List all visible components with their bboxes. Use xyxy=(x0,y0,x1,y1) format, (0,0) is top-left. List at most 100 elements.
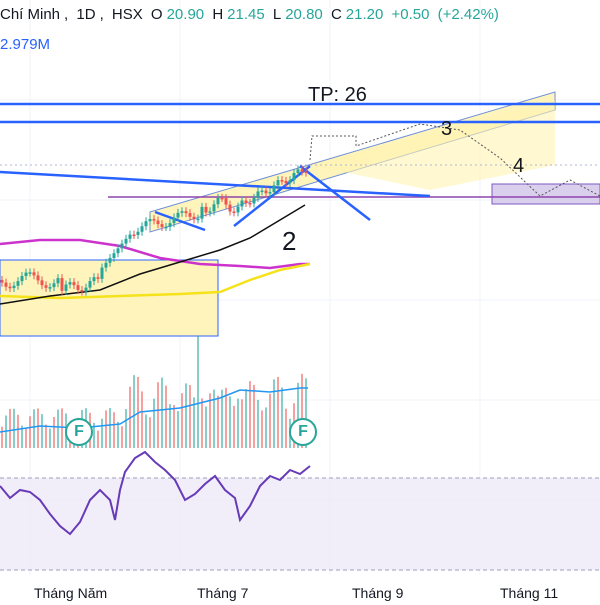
volume-bar xyxy=(229,396,231,448)
candle xyxy=(28,272,32,274)
candle xyxy=(92,277,96,282)
candle xyxy=(88,281,92,288)
candle xyxy=(24,272,28,276)
volume-bar xyxy=(145,414,147,448)
wave-label-3[interactable]: 3 xyxy=(441,118,453,140)
high-value: 21.45 xyxy=(227,6,265,23)
volume-bar xyxy=(25,427,27,448)
open-label: O xyxy=(150,6,163,23)
volume-bar xyxy=(209,393,211,448)
volume-bar xyxy=(201,398,203,448)
volume-bar xyxy=(249,381,251,448)
volume-bar xyxy=(181,393,183,448)
low-value: 20.80 xyxy=(285,6,323,23)
volume-bar xyxy=(217,395,219,448)
support-zone xyxy=(491,183,600,205)
volume-bar xyxy=(109,408,111,448)
candle xyxy=(160,224,164,227)
volume-bar xyxy=(273,379,275,448)
candle xyxy=(240,200,244,207)
volume-bar xyxy=(153,398,155,448)
trendline xyxy=(0,170,431,198)
volume-bar xyxy=(97,430,99,448)
candle xyxy=(84,287,88,292)
candle xyxy=(280,180,284,182)
candle xyxy=(264,190,268,194)
volume-bar xyxy=(173,405,175,448)
wave-label-4[interactable]: 4 xyxy=(513,155,525,177)
candle xyxy=(40,280,44,286)
candle xyxy=(64,284,68,291)
volume-bar xyxy=(185,383,187,448)
volume-bar xyxy=(121,426,123,448)
candle xyxy=(44,285,48,288)
volume-bar xyxy=(133,375,135,448)
wave-label-2[interactable]: 2 xyxy=(282,226,297,256)
tp-label[interactable]: TP: 26 xyxy=(308,84,367,106)
candle xyxy=(144,221,148,227)
volume-bar xyxy=(245,389,247,448)
volume-bar xyxy=(37,408,39,448)
volume-bar xyxy=(197,335,199,448)
volume-bar xyxy=(169,404,171,448)
low-label: L xyxy=(272,6,282,23)
candle xyxy=(16,281,20,286)
volume-bar xyxy=(117,421,119,448)
candle xyxy=(188,213,192,217)
candle xyxy=(156,220,160,225)
candle xyxy=(176,212,180,218)
candle xyxy=(56,278,60,284)
candle xyxy=(112,253,116,258)
financial-event-badge[interactable]: F xyxy=(65,418,93,446)
volume-bar xyxy=(33,409,35,448)
candle xyxy=(216,197,220,205)
candle xyxy=(268,192,272,194)
candle xyxy=(124,238,128,244)
candle xyxy=(252,197,256,204)
rsi-line xyxy=(0,450,311,536)
candle xyxy=(288,180,292,184)
candle xyxy=(60,278,64,291)
volume-bar xyxy=(189,385,191,448)
candle xyxy=(164,226,168,229)
candle xyxy=(8,286,12,289)
candle xyxy=(4,282,8,287)
volume-bar xyxy=(281,387,283,448)
volume-bar xyxy=(141,391,143,448)
candle xyxy=(300,169,304,172)
candle xyxy=(20,275,24,282)
candle xyxy=(284,180,288,184)
candle xyxy=(192,216,196,220)
volume-bar xyxy=(149,417,151,448)
candle xyxy=(148,219,152,222)
candle xyxy=(128,234,132,239)
volume-bar xyxy=(265,407,267,448)
candle xyxy=(76,285,80,291)
candle xyxy=(256,191,260,198)
exchange-label: HSX xyxy=(111,6,143,23)
candle xyxy=(208,211,212,213)
candle xyxy=(104,262,108,268)
candle xyxy=(232,211,236,214)
x-tick-label: Tháng 11 xyxy=(500,585,559,601)
candle xyxy=(172,217,176,224)
candle xyxy=(292,173,296,181)
candle xyxy=(260,190,264,193)
financial-event-badge[interactable]: F xyxy=(289,418,317,446)
candle xyxy=(196,218,200,221)
volume-bar xyxy=(269,393,271,448)
volume-bar xyxy=(253,384,255,448)
candle xyxy=(32,272,36,276)
candle xyxy=(212,204,216,212)
candle xyxy=(48,287,52,289)
volume-bar xyxy=(285,408,287,448)
volume-bar xyxy=(297,382,299,448)
candle xyxy=(152,219,156,221)
volume-bar xyxy=(165,385,167,448)
candle xyxy=(276,180,280,186)
candle xyxy=(296,169,300,174)
candle xyxy=(116,248,120,254)
candle xyxy=(220,197,224,200)
